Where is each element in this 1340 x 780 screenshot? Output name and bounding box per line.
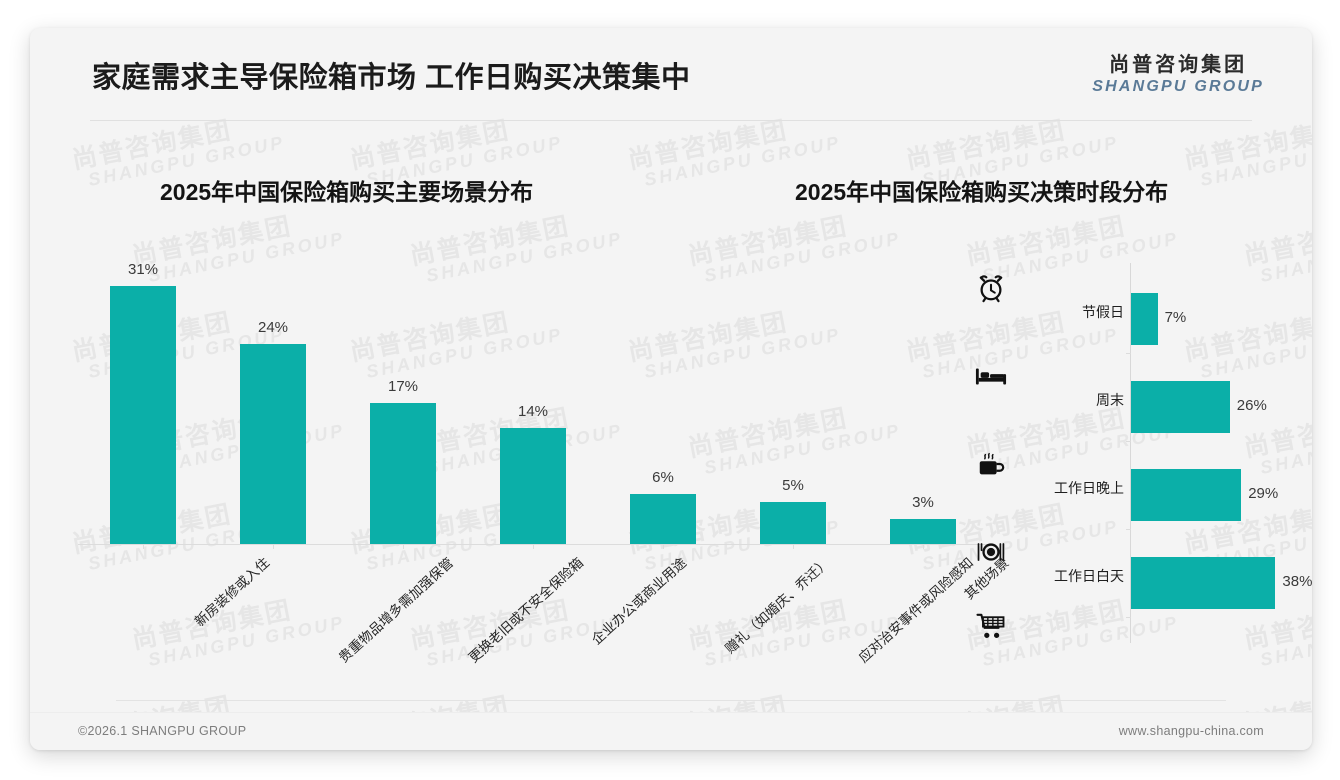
plate-cutlery-icon xyxy=(974,535,1008,569)
report-card: 尚普咨询集团 SHANGPU GROUP 尚普咨询集团 SHANGPU GROUP 尚普… xyxy=(30,28,1312,750)
coffee-cup-icon xyxy=(974,447,1008,481)
bar-value-label: 5% xyxy=(782,477,804,495)
timeslot-row: 工作日晚上 29% xyxy=(960,452,1300,537)
bar-value-label: 14% xyxy=(517,402,549,420)
bar-column: 6% xyxy=(630,253,696,544)
bar[interactable] xyxy=(630,494,696,544)
axis-tick xyxy=(533,544,534,549)
timeslot-label: 周末 xyxy=(1096,392,1124,408)
bar-value-label: 38% xyxy=(1282,573,1312,590)
bar-value-label: 7% xyxy=(1164,309,1187,326)
timeslot-distribution-chart: 节假日 7% 周末 26% 工作日晚上 29% 工作日白天 38% xyxy=(960,263,1312,663)
right-axis-line xyxy=(1130,263,1131,643)
category-label: 应对治安事件或风险感知 xyxy=(855,554,977,666)
bar[interactable] xyxy=(110,286,176,544)
axis-tick xyxy=(273,544,274,549)
bar[interactable] xyxy=(760,502,826,544)
bar[interactable] xyxy=(240,344,306,544)
bar-column: 17% xyxy=(370,253,436,544)
brand-logo: 尚普咨询集团 SHANGPU GROUP xyxy=(1092,54,1264,96)
timeslot-label: 节假日 xyxy=(1082,304,1124,320)
header-divider xyxy=(90,120,1252,121)
bar-column: 24% xyxy=(240,253,306,544)
axis-tick xyxy=(1126,529,1131,530)
footer: ©2026.1 SHANGPU GROUP www.shangpu-china.… xyxy=(30,712,1312,750)
footer-website[interactable]: www.shangpu-china.com xyxy=(1118,724,1264,738)
axis-tick xyxy=(923,544,924,549)
category-label: 贵重物品增多需加强保管 xyxy=(335,554,457,666)
bar-value-label: 6% xyxy=(652,469,674,487)
left-chart-title: 2025年中国保险箱购买主要场景分布 xyxy=(160,179,534,205)
bar[interactable] xyxy=(1131,557,1276,609)
shopping-cart-icon xyxy=(974,609,1008,643)
axis-tick xyxy=(663,544,664,549)
bar-column: 3% xyxy=(890,253,956,544)
footnote-divider xyxy=(116,700,1226,701)
category-label: 新房装修或入住 xyxy=(191,554,273,630)
bar[interactable] xyxy=(1131,381,1230,433)
bar-column: 5% xyxy=(760,253,826,544)
bed-icon xyxy=(974,359,1008,393)
timeslot-row: 工作日白天 38% xyxy=(960,543,1312,625)
header: 家庭需求主导保险箱市场 工作日购买决策集中 尚普咨询集团 SHANGPU GRO… xyxy=(30,28,1312,120)
axis-tick xyxy=(1126,353,1131,354)
bar-column: 31% xyxy=(110,253,176,544)
category-label: 企业办公或商业用途 xyxy=(588,554,690,648)
logo-english-text: SHANGPU GROUP xyxy=(1092,78,1264,95)
logo-chinese-text: 尚普咨询集团 xyxy=(1109,54,1248,76)
axis-tick xyxy=(1126,441,1131,442)
bar-value-label: 26% xyxy=(1236,397,1267,414)
page-title: 家庭需求主导保险箱市场 工作日购买决策集中 xyxy=(92,62,691,94)
timeslot-row: 节假日 7% xyxy=(960,275,1300,361)
footer-copyright: ©2026.1 SHANGPU GROUP xyxy=(78,724,247,738)
category-label: 更换老旧或不安全保险箱 xyxy=(465,554,587,666)
timeslot-label: 工作日白天 xyxy=(1054,568,1124,584)
timeslot-row: 周末 26% xyxy=(960,368,1300,449)
alarm-clock-icon xyxy=(974,271,1008,305)
bar-value-label: 29% xyxy=(1248,485,1279,502)
bar[interactable] xyxy=(1131,293,1158,345)
bar-column: 14% xyxy=(500,253,566,544)
axis-tick xyxy=(403,544,404,549)
left-plot-area: 31% 24% 17% 14% 6% 5% 3% xyxy=(78,253,988,544)
right-chart-title: 2025年中国保险箱购买决策时段分布 xyxy=(795,179,1169,205)
category-label: 赠礼（如婚庆、乔迁） xyxy=(722,554,833,657)
axis-tick xyxy=(793,544,794,549)
bar[interactable] xyxy=(370,402,436,544)
timeslot-label: 工作日晚上 xyxy=(1054,480,1124,496)
bar-value-label: 31% xyxy=(127,261,159,279)
bar-value-label: 17% xyxy=(387,377,419,395)
scenario-distribution-chart: 31% 24% 17% 14% 6% 5% 3% 新房装修或入住 贵重物品增多需加强保管 更换老… xyxy=(48,253,1012,673)
axis-tick xyxy=(143,544,144,549)
axis-tick xyxy=(1126,617,1131,618)
bar[interactable] xyxy=(500,427,566,544)
bar[interactable] xyxy=(890,519,956,544)
bar[interactable] xyxy=(1131,469,1242,521)
bar-value-label: 3% xyxy=(912,494,934,512)
bar-value-label: 24% xyxy=(257,319,289,337)
